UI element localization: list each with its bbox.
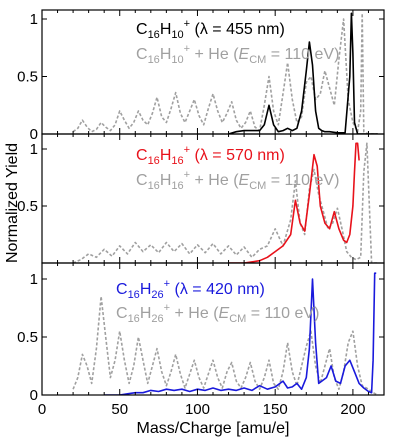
y-tick-label-2: 1	[30, 141, 38, 158]
x-tick-label: 150	[263, 401, 288, 418]
legend-he-3: C16H26+ + He (ECM = 110 eV)	[116, 302, 319, 325]
panel-3-series	[72, 272, 379, 395]
legend-laser-1: C16H10+ (λ = 455 nm)	[136, 18, 285, 41]
x-tick-label: 100	[185, 401, 210, 418]
y-axis-label: Normalized Yield	[4, 143, 21, 263]
x-tick-label: 200	[340, 401, 365, 418]
series-he-collision-3	[72, 295, 379, 395]
series-he-collision-2	[72, 142, 378, 263]
series-layer	[72, 12, 379, 395]
panel-2-series	[72, 142, 378, 263]
x-tick-label: 50	[111, 401, 128, 418]
y-tick-label-3: 0.5	[17, 329, 38, 346]
y-tick-label-1: 0	[30, 126, 38, 143]
legend-he-1: C16H10+ + He (ECM = 110 eV)	[136, 43, 339, 66]
legend-he-2: C16H16+ + He (ECM = 110 eV)	[136, 169, 339, 192]
legend-laser-3: C16H26+ (λ = 420 nm)	[116, 278, 265, 301]
legend-laser-2: C16H16+ (λ = 570 nm)	[136, 144, 285, 167]
series-laser-3	[104, 272, 377, 395]
y-tick-label-2: 0.5	[17, 198, 38, 215]
series-laser-1	[228, 12, 378, 134]
x-tick-label: 0	[38, 401, 46, 418]
x-axis-label: Mass/Charge [amu/e]	[137, 420, 290, 437]
panel-1-series	[72, 12, 378, 134]
y-tick-label-3: 0	[30, 387, 38, 404]
y-tick-label-3: 1	[30, 271, 38, 288]
series-he-collision-1	[72, 12, 378, 134]
y-tick-label-1: 1	[30, 11, 38, 28]
series-laser-2	[228, 142, 360, 263]
y-tick-label-1: 0.5	[17, 69, 38, 86]
